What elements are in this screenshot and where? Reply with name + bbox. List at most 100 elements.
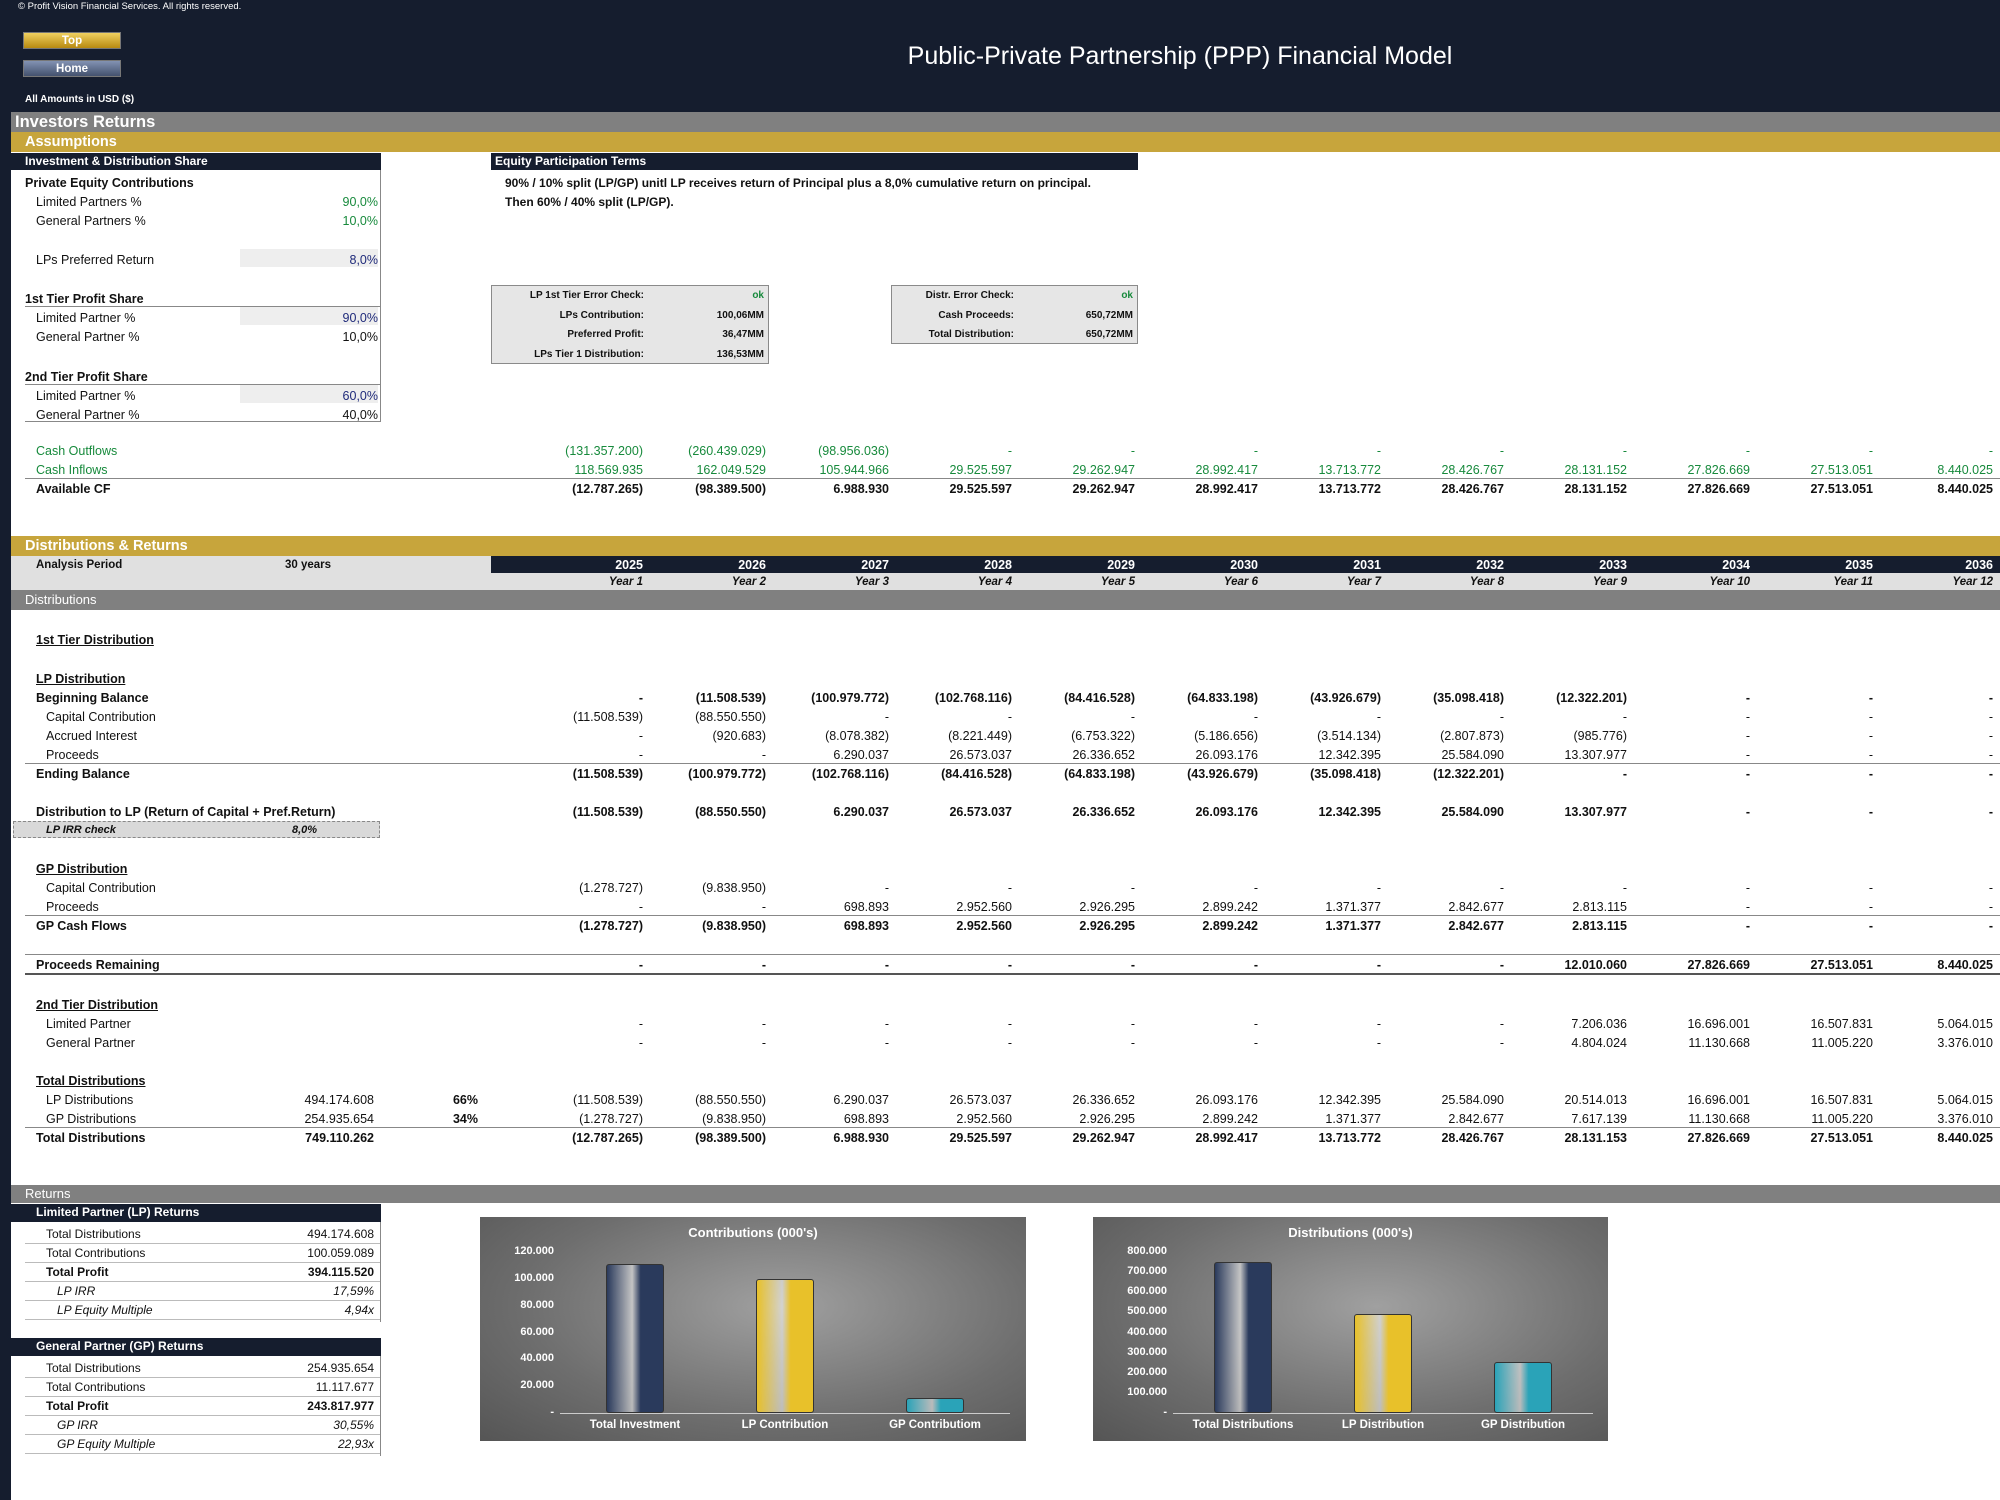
cell-value: (5.186.656) [1194, 729, 1258, 743]
year-header: 2031 [1353, 558, 1381, 572]
returns-label: LP IRR [57, 1284, 96, 1298]
period-header: Year 7 [1346, 576, 1381, 588]
cell-value: 118.569.935 [574, 463, 643, 477]
cell-value: 25.584.090 [1441, 748, 1504, 762]
check-value: 650,72MM [1085, 329, 1133, 340]
cell-value: 26.336.652 [1072, 805, 1135, 819]
pe-contributions-label: Private Equity Contributions [25, 176, 194, 190]
row-label: GP Cash Flows [36, 919, 127, 933]
y-tick: 200.000 [1127, 1365, 1167, 1378]
cell-value: - [1988, 919, 1993, 933]
cell-value: 28.131.153 [1564, 1131, 1627, 1145]
y-tick: 120.000 [514, 1245, 554, 1257]
cell-value: 28.992.417 [1195, 463, 1258, 477]
cell-value: - [1376, 881, 1381, 895]
row-label: Ending Balance [36, 767, 130, 781]
cell-value: 6.988.930 [833, 482, 889, 496]
cell-value: 16.696.001 [1687, 1017, 1750, 1031]
row-label: Limited Partner [46, 1017, 131, 1031]
y-tick: 20.000 [520, 1379, 554, 1392]
year-header: 2033 [1599, 558, 1627, 572]
cell-value: 5.064.015 [1937, 1093, 1993, 1107]
cell-value: (11.508.539) [572, 805, 643, 819]
y-tick: 100.000 [1127, 1385, 1167, 1398]
cell-value: (3.514.134) [1317, 729, 1381, 743]
cell-value: (102.768.116) [934, 691, 1012, 705]
cell-value: (6.753.322) [1071, 729, 1135, 743]
cell-value: 27.513.051 [1810, 958, 1873, 972]
check-value: ok [1121, 290, 1133, 301]
cell-value: - [1376, 1036, 1381, 1050]
cell-value: - [884, 881, 889, 895]
cell-value: - [1868, 444, 1873, 458]
lp-dist-heading: LP Distribution [36, 672, 126, 686]
total-value: 749.110.262 [305, 1131, 374, 1145]
table-border [380, 1356, 381, 1456]
cell-value: 2.842.677 [1448, 919, 1504, 933]
row-label: GP Distributions [46, 1112, 137, 1126]
cell-value: - [884, 1036, 889, 1050]
cell-value: (8.078.382) [825, 729, 889, 743]
page-title: Public-Private Partnership (PPP) Financi… [907, 42, 1453, 70]
cell-value: - [1868, 881, 1873, 895]
cell-value: - [1499, 444, 1504, 458]
chart-bar [1214, 1262, 1272, 1413]
returns-value: 11.117.677 [315, 1380, 374, 1394]
period-header: Year 6 [1223, 576, 1258, 588]
x-tick: LP Contribution [741, 1419, 829, 1431]
total-value: 254.935.654 [304, 1112, 374, 1126]
check-label: LP 1st Tier Error Check: [529, 290, 644, 301]
tier1-lp-input[interactable] [240, 307, 378, 325]
cell-value: 162.049.529 [696, 463, 766, 477]
cell-value: (9.838.950) [702, 881, 766, 895]
cell-value: 27.826.669 [1687, 958, 1750, 972]
cell-value: - [1499, 1036, 1504, 1050]
cell-value: - [1007, 1017, 1012, 1031]
cell-value: 1.371.377 [1325, 919, 1381, 933]
row-label: Capital Contribution [46, 710, 156, 724]
total-value: 494.174.608 [304, 1093, 374, 1107]
cell-value: 698.893 [843, 1112, 889, 1126]
row-label: Cash Inflows [36, 463, 108, 477]
check-label: LPs Contribution: [559, 309, 644, 321]
returns-label: Total Distributions [46, 1227, 141, 1241]
cell-value: 2.926.295 [1079, 900, 1135, 914]
cell-value: - [884, 710, 889, 724]
y-tick: 40.000 [520, 1352, 554, 1365]
cell-value: (35.098.418) [1310, 767, 1381, 781]
cell-value: - [761, 1036, 766, 1050]
section-assumptions: Assumptions [11, 132, 2000, 152]
cell-value: - [1745, 748, 1750, 762]
divider-line [25, 1262, 380, 1263]
tier1-share-label: 1st Tier Profit Share [25, 292, 144, 306]
cell-value: - [1745, 710, 1750, 724]
y-tick: 400.000 [1127, 1325, 1167, 1338]
cell-value: 16.507.831 [1810, 1093, 1873, 1107]
cell-value: - [1868, 767, 1873, 781]
top-button[interactable]: Top [23, 32, 121, 49]
cell-value: 16.696.001 [1687, 1093, 1750, 1107]
returns-value: 494.174.608 [307, 1227, 374, 1241]
divider-line [25, 1377, 380, 1378]
year-header: 2029 [1107, 558, 1135, 572]
cell-value: 28.992.417 [1195, 1131, 1258, 1145]
returns-value: 243.817.977 [307, 1399, 374, 1413]
home-button[interactable]: Home [23, 60, 121, 77]
cell-value: 12.342.395 [1318, 805, 1381, 819]
cell-value: - [1007, 958, 1012, 972]
cell-value: (985.776) [1573, 729, 1627, 743]
cell-value: - [638, 1017, 643, 1031]
cell-value: (12.322.201) [1433, 767, 1504, 781]
cell-value: (11.508.539) [572, 767, 643, 781]
analysis-period-label: Analysis Period [36, 559, 123, 571]
cell-value: - [638, 1036, 643, 1050]
pref-return-input[interactable] [240, 249, 378, 267]
cell-value: - [761, 900, 766, 914]
divider-line [25, 1396, 380, 1397]
tier2-lp-input[interactable] [240, 385, 378, 403]
cell-value: 11.130.668 [1688, 1036, 1750, 1050]
cell-value: 2.842.677 [1448, 1112, 1504, 1126]
divider-line [25, 1319, 380, 1320]
cell-value: 2.952.560 [956, 1112, 1012, 1126]
tier2-lp-label: Limited Partner % [36, 389, 136, 403]
